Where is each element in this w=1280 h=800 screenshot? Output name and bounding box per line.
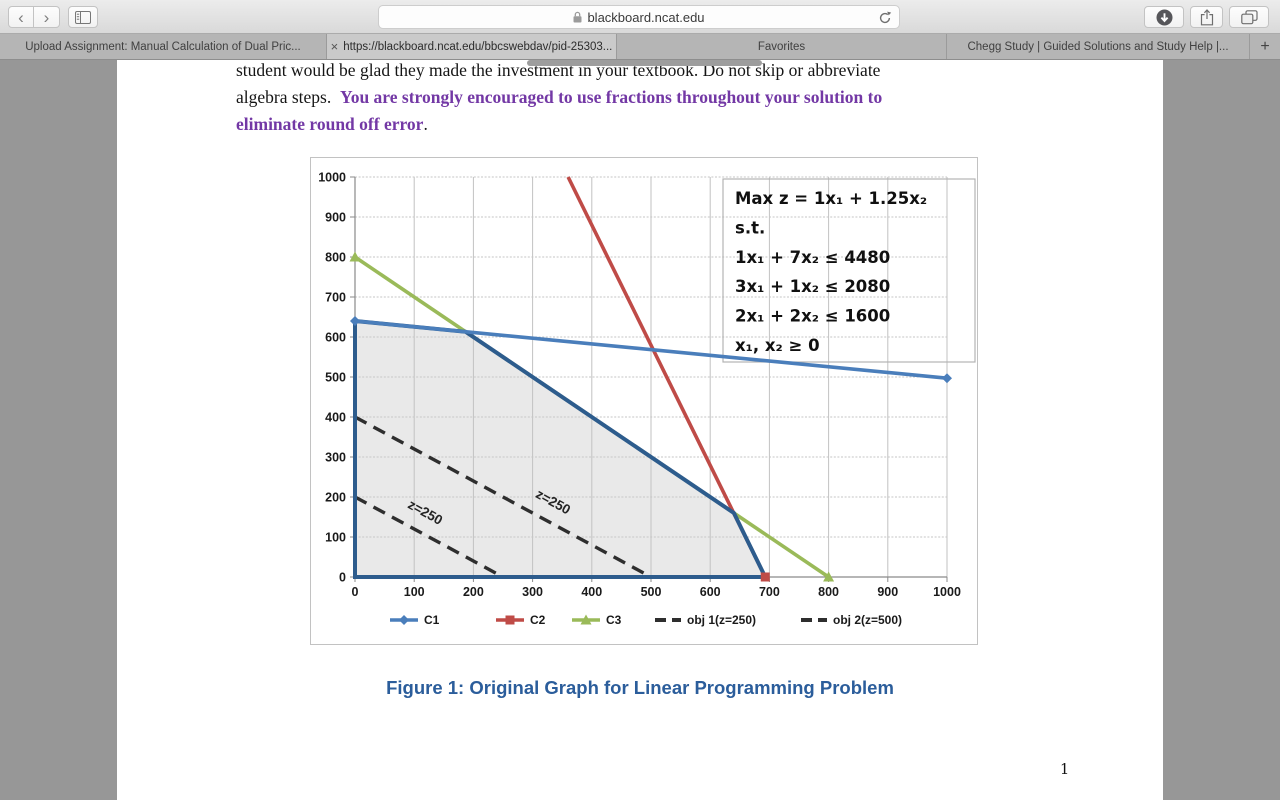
y-axis-tick-label: 900 (325, 211, 346, 225)
sidebar-icon (75, 10, 91, 24)
y-axis-tick-label: 200 (325, 491, 346, 505)
constraint-text: 3x₁ + 1x₂ ≤ 2080 (735, 277, 890, 296)
x-axis-tick-label: 400 (581, 585, 602, 599)
nav-button-group: ‹ › (8, 6, 60, 28)
y-axis-tick-label: 500 (325, 371, 346, 385)
horizontal-scrollbar-thumb[interactable] (527, 60, 762, 66)
y-axis-tick-label: 800 (325, 251, 346, 265)
chevron-left-icon: ‹ (18, 7, 24, 27)
url-text: blackboard.ncat.edu (587, 9, 705, 25)
address-bar[interactable]: blackboard.ncat.edu (378, 5, 900, 29)
share-icon (1200, 8, 1213, 25)
x-axis-tick-label: 700 (759, 585, 780, 599)
text-purple: You are strongly encouraged to use fract… (340, 87, 883, 107)
marker-triangle (580, 614, 592, 625)
tab-chegg-study[interactable]: Chegg Study | Guided Solutions and Study… (947, 34, 1250, 59)
constraint-text: x₁, x₂ ≥ 0 (735, 336, 820, 355)
sidebar-button[interactable] (68, 6, 98, 28)
chevron-right-icon: › (43, 7, 50, 27)
tab-blackboard-pdf-active[interactable]: × https://blackboard.ncat.edu/bbcswebdav… (327, 34, 617, 59)
marker-square (760, 572, 770, 582)
new-tab-button[interactable]: + (1250, 34, 1280, 59)
x-axis-tick-label: 800 (818, 585, 839, 599)
marker-triangle (823, 571, 835, 582)
tab-label: Favorites (757, 40, 806, 53)
x-axis-tick-label: 300 (522, 585, 543, 599)
close-tab-icon[interactable]: × (330, 39, 339, 54)
legend-label: C1 (424, 613, 440, 627)
downloads-button[interactable] (1144, 6, 1184, 28)
feasible-region-fill (355, 321, 766, 577)
x-axis-tick-label: 500 (641, 585, 662, 599)
series-line-obj-2-z-500- (354, 415, 652, 579)
y-axis-tick-label: 1000 (318, 171, 346, 185)
series-line-obj-1-z-250- (354, 495, 504, 579)
tab-label: Chegg Study | Guided Solutions and Study… (967, 40, 1229, 53)
download-icon (1156, 9, 1172, 25)
x-axis-tick-label: 200 (463, 585, 484, 599)
y-axis-tick-label: 100 (325, 531, 346, 545)
text-black: algebra steps. (236, 87, 340, 107)
share-button[interactable] (1190, 6, 1223, 28)
y-axis-tick-label: 0 (339, 571, 346, 585)
paragraph-line: eliminate round off error. (236, 111, 882, 138)
marker-triangle (349, 251, 361, 262)
figure-caption: Figure 1: Original Graph for Linear Prog… (386, 677, 894, 698)
y-axis-tick-label: 300 (325, 451, 346, 465)
y-axis-tick-label: 700 (325, 291, 346, 305)
x-axis-tick-label: 900 (877, 585, 898, 599)
constraint-text: Max z = 1x₁ + 1.25x₂ (735, 189, 927, 208)
constraint-text: 2x₁ + 2x₂ ≤ 1600 (735, 307, 890, 326)
tab-favorites[interactable]: Favorites (617, 34, 947, 59)
x-axis-tick-label: 100 (404, 585, 425, 599)
pdf-page: student would be glad they made the inve… (117, 60, 1163, 800)
y-axis-tick-label: 400 (325, 411, 346, 425)
marker-diamond (399, 615, 409, 625)
browser-toolbar: ‹ › blackboard.ncat.edu (0, 0, 1280, 34)
document-paragraph: student would be glad they made the inve… (236, 57, 882, 138)
page-number: 1 (1060, 762, 1070, 778)
tab-overview-button[interactable] (1229, 6, 1269, 28)
tab-upload-assignment[interactable]: Upload Assignment: Manual Calculation of… (0, 34, 327, 59)
constraints-box-border (722, 178, 976, 363)
paragraph-line: student would be glad they made the inve… (236, 57, 882, 84)
tab-bar: Upload Assignment: Manual Calculation of… (0, 34, 1280, 60)
tab-label: Upload Assignment: Manual Calculation of… (25, 40, 301, 53)
legend-label: C3 (606, 613, 622, 627)
lp-chart: 0 100 200 300 400 500 600 700 800 900 1000 0 100 200 3… (310, 157, 978, 645)
feasible-region-border (353, 318, 769, 579)
series-line-C1 (354, 319, 948, 380)
plus-icon: + (1260, 37, 1270, 55)
text-purple: eliminate round off error (236, 114, 424, 134)
forward-button[interactable]: › (34, 6, 60, 28)
lock-icon (573, 11, 582, 23)
marker-diamond (350, 316, 360, 326)
lp-chart-canvas: 0 100 200 300 400 500 600 700 800 900 1000 0 100 200 3… (318, 171, 976, 627)
constraint-text: s.t. (735, 218, 765, 237)
legend-label: C2 (530, 613, 546, 627)
constraint-text: 1x₁ + 7x₂ ≤ 4480 (735, 248, 890, 267)
x-axis-tick-label: 1000 (933, 585, 961, 599)
text-black: student would be glad they made the inve… (236, 60, 881, 80)
legend-label: obj 2(z=500) (833, 613, 902, 627)
legend-label: obj 1(z=250) (687, 613, 756, 627)
x-axis-tick-label: 600 (700, 585, 721, 599)
paragraph-line: algebra steps. You are strongly encourag… (236, 84, 882, 111)
y-axis-tick-label: 600 (325, 331, 346, 345)
tab-label: https://blackboard.ncat.edu/bbcswebdav/p… (343, 40, 613, 53)
browser-content: student would be glad they made the inve… (0, 60, 1280, 800)
x-axis-tick-label: 0 (352, 585, 359, 599)
text-black: . (423, 114, 428, 134)
back-button[interactable]: ‹ (8, 6, 34, 28)
tabs-icon (1240, 9, 1258, 24)
marker-diamond (942, 373, 952, 384)
marker-square (505, 615, 515, 625)
refresh-icon[interactable] (878, 11, 892, 25)
